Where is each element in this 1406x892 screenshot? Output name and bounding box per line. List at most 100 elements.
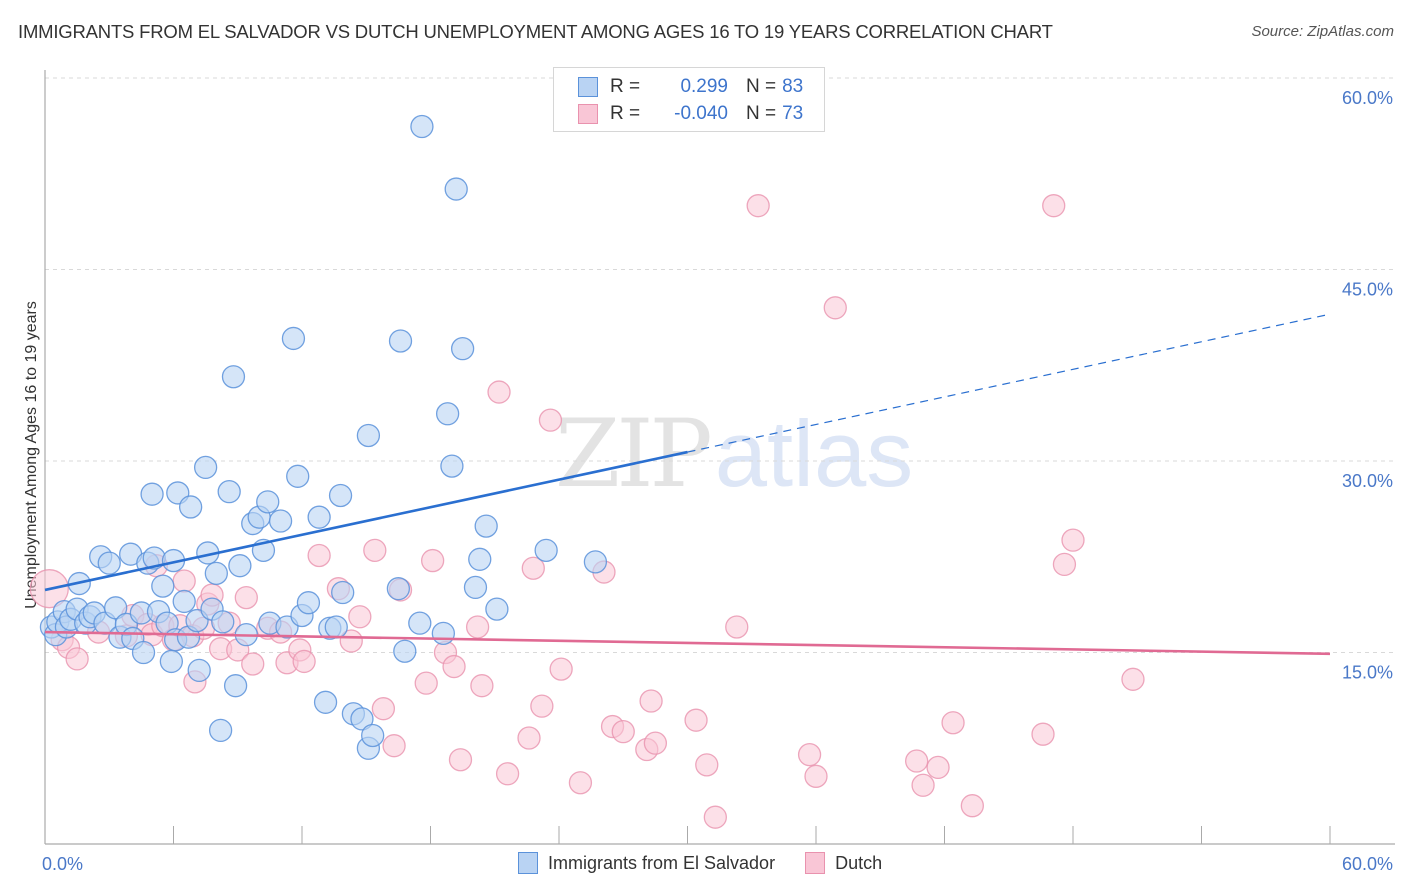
trend-lines bbox=[44, 313, 1331, 656]
el-salvador-point bbox=[328, 483, 353, 508]
el-salvador-point bbox=[356, 423, 381, 448]
dutch-trendline bbox=[44, 630, 1331, 656]
el-salvador-point bbox=[256, 490, 280, 514]
el-salvador-legend-swatch bbox=[518, 852, 538, 874]
dutch-point bbox=[307, 543, 331, 568]
dutch-point bbox=[348, 605, 372, 629]
el-salvador-point bbox=[296, 591, 321, 615]
dutch-point bbox=[643, 731, 668, 755]
dutch-point bbox=[487, 380, 511, 404]
dutch-point bbox=[1061, 528, 1085, 552]
el-salvador-point bbox=[307, 505, 331, 529]
dutch-point bbox=[442, 654, 466, 679]
el-salvador-point bbox=[324, 615, 348, 639]
legend-label-dutch: Dutch bbox=[835, 852, 883, 873]
el-salvador-point bbox=[228, 554, 252, 578]
source-label: Source: ZipAtlas.com bbox=[1251, 23, 1394, 40]
stats-legend: R = 0.299 N = 83 R = -0.040 N = 73 bbox=[553, 67, 825, 132]
dutch-point bbox=[470, 674, 494, 698]
dutch-swatch bbox=[578, 104, 598, 124]
stats-row-dutch: R = -0.040 N = 73 bbox=[578, 102, 803, 126]
el-salvador-point bbox=[431, 621, 456, 645]
dutch-point bbox=[797, 742, 822, 767]
dutch-point bbox=[684, 708, 708, 732]
el-salvador-point bbox=[193, 455, 218, 480]
x-tick-label-left: 0.0% bbox=[42, 854, 83, 874]
dutch-point bbox=[420, 548, 445, 573]
el-salvador-swatch bbox=[578, 77, 598, 97]
el-salvador-point bbox=[583, 550, 608, 574]
el-salvador-trendline-extension bbox=[687, 313, 1331, 453]
dutch-point bbox=[241, 652, 265, 676]
el-salvador-point bbox=[468, 547, 492, 571]
dutch-point bbox=[292, 649, 316, 674]
el-salvador-point bbox=[172, 589, 196, 614]
legend-item-dutch[interactable]: Dutch bbox=[805, 852, 882, 874]
dutch-point bbox=[611, 720, 635, 744]
dutch-point bbox=[905, 749, 929, 773]
dutch-point bbox=[517, 726, 541, 750]
series-legend: Immigrants from El Salvador Dutch bbox=[518, 852, 912, 874]
dutch-point bbox=[448, 748, 473, 772]
el-salvador-point bbox=[211, 610, 235, 634]
r-value: -0.040 bbox=[674, 103, 728, 124]
el-salvador-point bbox=[97, 551, 121, 575]
dutch-point bbox=[538, 408, 563, 432]
stats-row-el-salvador: R = 0.299 N = 83 bbox=[578, 75, 803, 99]
dutch-point bbox=[363, 538, 387, 563]
legend-item-el-salvador[interactable]: Immigrants from El Salvador bbox=[518, 852, 775, 874]
el-salvador-point bbox=[281, 326, 306, 351]
el-salvador-point bbox=[440, 454, 464, 478]
dutch-point bbox=[339, 629, 363, 653]
el-salvador-point bbox=[393, 639, 417, 663]
legend-label-el-salvador: Immigrants from El Salvador bbox=[548, 852, 776, 873]
el-salvador-point bbox=[223, 674, 248, 698]
r-value: 0.299 bbox=[680, 76, 728, 97]
dutch-point bbox=[414, 671, 438, 695]
el-salvador-point bbox=[474, 514, 498, 538]
dutch-point bbox=[823, 296, 847, 320]
chart-title: IMMIGRANTS FROM EL SALVADOR VS DUTCH UNE… bbox=[18, 21, 1053, 42]
y-tick-label: 30.0% bbox=[1342, 471, 1393, 491]
dutch-point bbox=[382, 734, 406, 758]
el-salvador-point bbox=[450, 337, 475, 361]
el-salvador-point bbox=[331, 580, 355, 605]
el-salvador-point bbox=[104, 596, 128, 620]
el-salvador-point bbox=[131, 640, 156, 665]
r-label: R = bbox=[610, 103, 641, 124]
el-salvador-point bbox=[159, 649, 184, 674]
dutch-point bbox=[1042, 194, 1066, 218]
dutch-point bbox=[725, 615, 749, 639]
n-value: 73 bbox=[782, 103, 804, 124]
el-salvador-point bbox=[386, 577, 411, 601]
dutch-point bbox=[911, 773, 935, 797]
el-salvador-point bbox=[350, 707, 374, 731]
dutch-legend-swatch bbox=[805, 852, 826, 874]
dutch-points bbox=[29, 194, 1145, 829]
dutch-point bbox=[926, 755, 950, 780]
el-salvador-point bbox=[204, 561, 228, 585]
el-salvador-point bbox=[178, 495, 203, 519]
el-salvador-point bbox=[217, 479, 241, 504]
dutch-point bbox=[172, 569, 196, 593]
dutch-point bbox=[1052, 552, 1077, 577]
r-label: R = bbox=[610, 76, 641, 97]
el-salvador-point bbox=[268, 509, 293, 533]
dutch-point bbox=[941, 711, 965, 735]
y-tick-label: 15.0% bbox=[1342, 663, 1393, 683]
y-axis-label: Unemployment Among Ages 16 to 19 years bbox=[23, 301, 40, 609]
el-salvador-point bbox=[151, 574, 175, 598]
dutch-point bbox=[1031, 722, 1055, 746]
el-salvador-point bbox=[361, 723, 385, 748]
el-salvador-point bbox=[444, 177, 468, 201]
el-salvador-point bbox=[534, 538, 558, 563]
el-salvador-points bbox=[39, 114, 608, 760]
dutch-point bbox=[465, 615, 490, 639]
dutch-point bbox=[703, 805, 727, 829]
dutch-point bbox=[234, 585, 258, 610]
tick-labels: 15.0% 30.0% 45.0% 60.0% 0.0% 60.0% bbox=[42, 88, 1393, 874]
el-salvador-point bbox=[221, 365, 246, 389]
dutch-point bbox=[568, 771, 593, 795]
dutch-point bbox=[521, 556, 545, 580]
